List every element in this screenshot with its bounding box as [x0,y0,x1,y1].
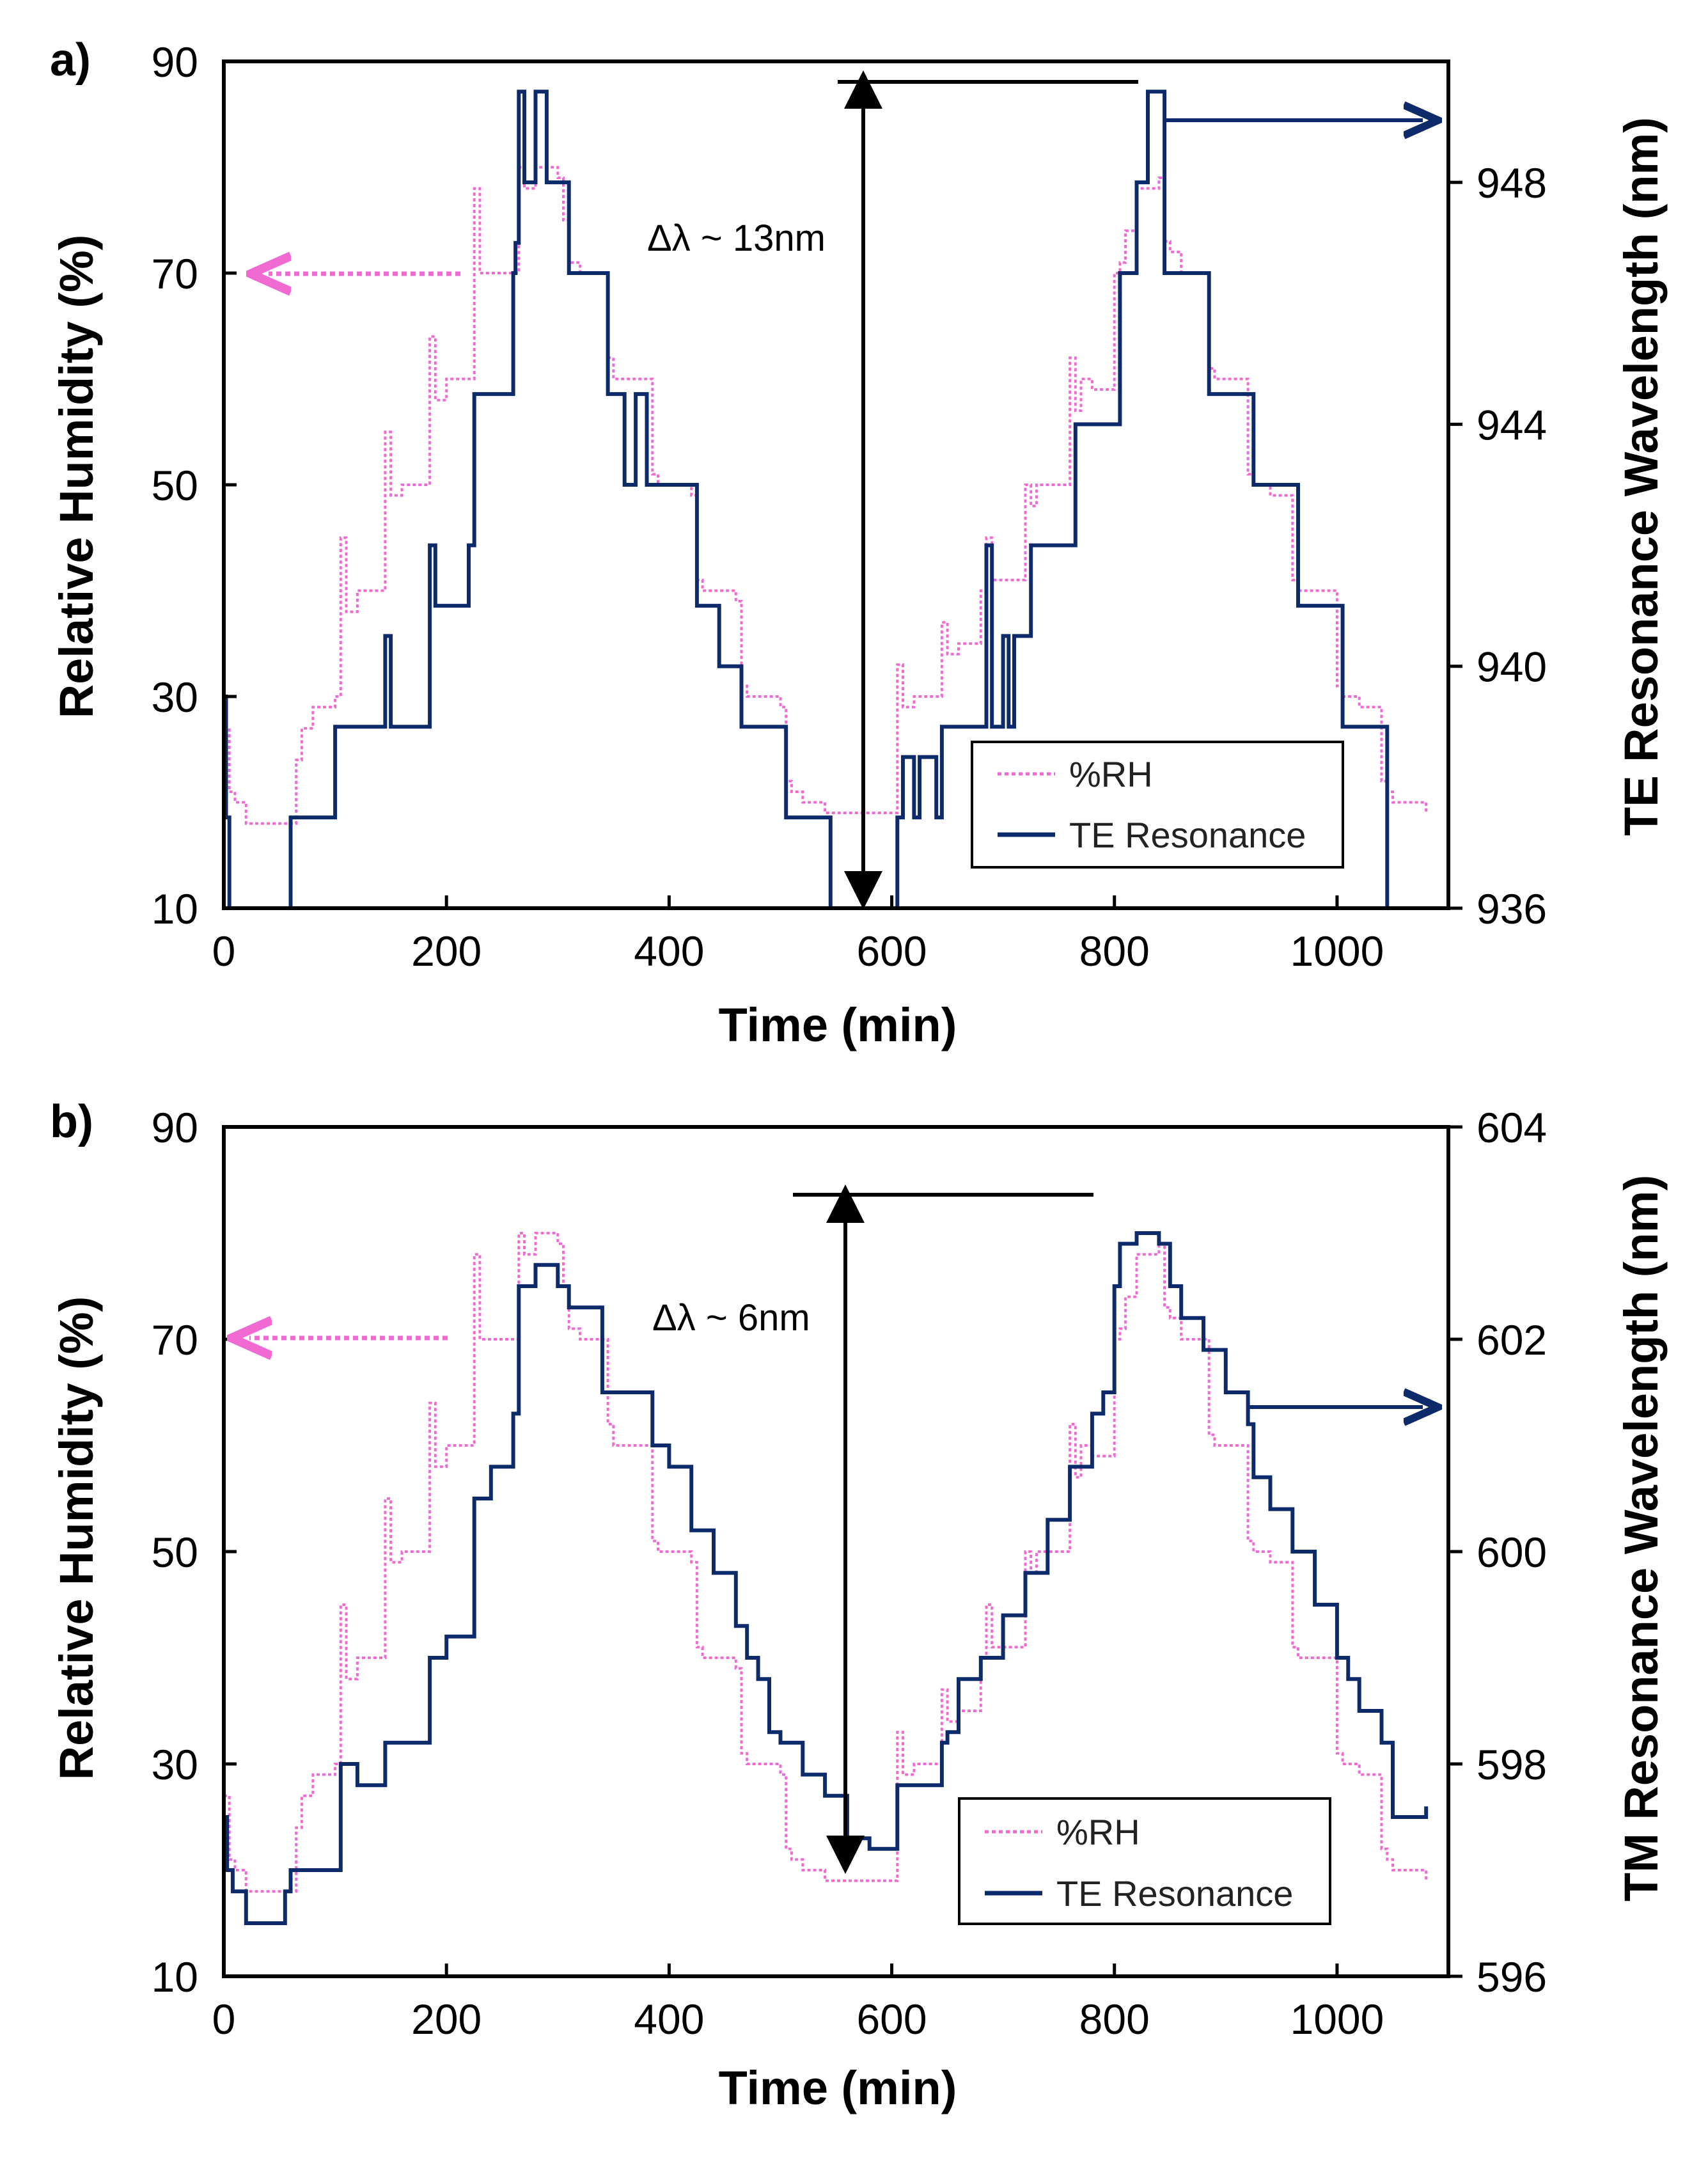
panel-b-chart: b) 0 200 400 600 800 1000 10 30 50 70 90 596 598 60… [50,1096,1668,2114]
y-axis-label: Relative Humidity (%) [50,1296,103,1781]
y-tick-label: 90 [152,1104,198,1151]
y-tick-label: 10 [152,1953,198,2001]
y2-tick-labels: 936 940 944 948 [1477,159,1547,933]
resonance-series [224,1231,1429,1925]
y2-tick-labels: 596 598 600 602 604 [1477,1104,1547,2001]
y2-tick-label: 604 [1477,1104,1547,1151]
x-tick-labels: 0 200 400 600 800 1000 [212,927,1384,975]
y-tick-label: 90 [152,38,198,86]
x-tick-label: 800 [1079,927,1150,975]
y-tick-label: 30 [152,1741,198,1788]
panel-a-chart: a) 0 200 400 600 800 1000 10 30 50 70 90 936 940 94… [50,35,1668,1051]
legend-box [971,741,1344,869]
legend-rh-label: %RH [1056,1812,1140,1852]
y2-axis-label: TM Resonance Wavelength (nm) [1615,1175,1668,1901]
y-tick-labels: 10 30 50 70 90 [152,1104,198,2001]
rh-series [224,166,1428,825]
x-tick-label: 600 [856,1995,927,2043]
x-tick-label: 0 [212,1995,236,2043]
delta-lambda-annotation: Δλ ~ 6nm [652,1297,810,1339]
y-tick-label: 50 [152,462,198,509]
y2-axis-label: TE Resonance Wavelength (nm) [1615,117,1668,836]
rh-series [224,1232,1428,1893]
legend: %RH TE Resonance [958,1797,1331,1925]
legend-resonance-label: TE Resonance [1069,815,1306,855]
panel-label: a) [50,35,91,86]
y-tick-label: 70 [152,250,198,297]
resonance-line [224,1231,1429,1925]
y2-tick-label: 598 [1477,1741,1547,1788]
axes [222,1125,1462,1978]
resonance-line [224,90,1427,910]
x-tick-label: 400 [634,927,704,975]
y2-tick-label: 600 [1477,1529,1547,1576]
x-tick-label: 1000 [1290,1995,1384,2043]
y2-tick-label: 944 [1477,401,1547,448]
y-tick-label: 70 [152,1316,198,1364]
y2-tick-label: 936 [1477,885,1547,933]
legend-resonance-label: TE Resonance [1056,1873,1293,1914]
rh-line [224,166,1428,825]
rh-line [224,1232,1428,1893]
y2-tick-label: 596 [1477,1953,1547,2001]
x-tick-labels: 0 200 400 600 800 1000 [212,1995,1384,2043]
y-tick-labels: 10 30 50 70 90 [152,38,198,933]
x-tick-label: 200 [411,1995,482,2043]
legend: %RH TE Resonance [971,741,1344,869]
y-tick-label: 30 [152,673,198,721]
resonance-series [224,90,1427,910]
x-tick-label: 400 [634,1995,704,2043]
legend-rh-label: %RH [1069,754,1153,794]
x-axis-label: Time (min) [719,998,957,1051]
x-axis-label: Time (min) [719,2061,957,2114]
y2-tick-label: 948 [1477,159,1547,207]
x-tick-label: 0 [212,927,236,975]
legend-box [958,1797,1331,1925]
panel-label: b) [50,1096,93,1147]
x-tick-label: 1000 [1290,927,1384,975]
y-tick-label: 50 [152,1529,198,1576]
y-axis-label: Relative Humidity (%) [50,235,103,719]
y2-tick-label: 940 [1477,643,1547,691]
y-tick-label: 10 [152,885,198,933]
x-tick-label: 200 [411,927,482,975]
axes [222,59,1462,910]
delta-lambda-annotation: Δλ ~ 13nm [647,217,826,259]
x-tick-label: 800 [1079,1995,1150,2043]
x-tick-label: 600 [856,927,927,975]
y2-tick-label: 602 [1477,1316,1547,1364]
